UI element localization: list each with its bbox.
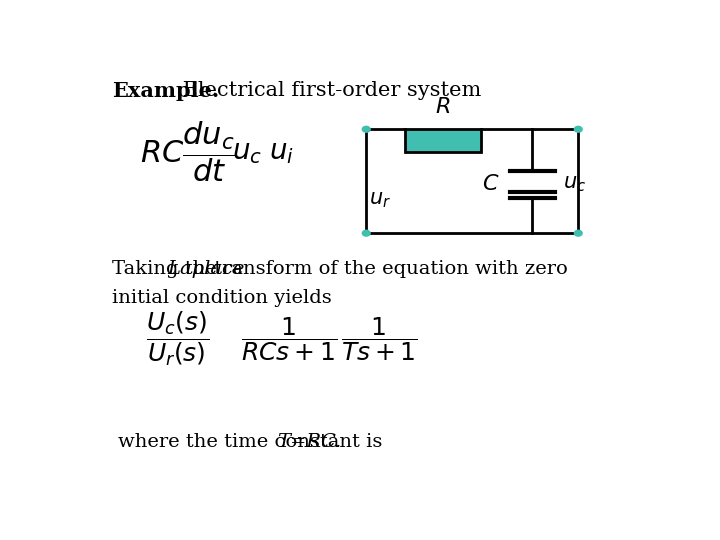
Text: transform of the equation with zero: transform of the equation with zero — [208, 260, 567, 278]
Text: $\mathit{u_r}$: $\mathit{u_r}$ — [369, 190, 391, 210]
Circle shape — [362, 126, 370, 132]
Circle shape — [575, 126, 582, 132]
Text: T=RC.: T=RC. — [277, 433, 341, 451]
Text: initial condition yields: initial condition yields — [112, 288, 332, 307]
Text: Taking the: Taking the — [112, 260, 223, 278]
Text: $\dfrac{1}{\mathit{RCs}+1}$: $\dfrac{1}{\mathit{RCs}+1}$ — [240, 315, 337, 363]
Circle shape — [362, 230, 370, 236]
Text: $\mathit{u_i}$: $\mathit{u_i}$ — [269, 138, 294, 166]
Text: $\mathit{C}$: $\mathit{C}$ — [482, 174, 499, 194]
Text: $\dfrac{1}{\mathit{Ts}+1}$: $\dfrac{1}{\mathit{Ts}+1}$ — [341, 315, 418, 363]
Text: $\mathit{RC}\dfrac{\mathit{du_c}}{\mathit{dt}}$: $\mathit{RC}\dfrac{\mathit{du_c}}{\mathi… — [140, 120, 236, 185]
Text: Example.: Example. — [112, 82, 220, 102]
Text: Laplace: Laplace — [167, 260, 244, 278]
Circle shape — [575, 230, 582, 236]
Text: $\mathit{R}$: $\mathit{R}$ — [436, 97, 451, 117]
Text: $\dfrac{\mathit{U_c(s)}}{\mathit{U_r(s)}}$: $\dfrac{\mathit{U_c(s)}}{\mathit{U_r(s)}… — [145, 310, 209, 368]
Bar — [405, 129, 481, 152]
Text: Electrical first-order system: Electrical first-order system — [176, 82, 482, 100]
Text: $\mathit{u_c}$: $\mathit{u_c}$ — [233, 138, 262, 166]
Text: where the time constant is: where the time constant is — [118, 433, 389, 451]
Text: $\mathit{u_c}$: $\mathit{u_c}$ — [563, 174, 586, 194]
